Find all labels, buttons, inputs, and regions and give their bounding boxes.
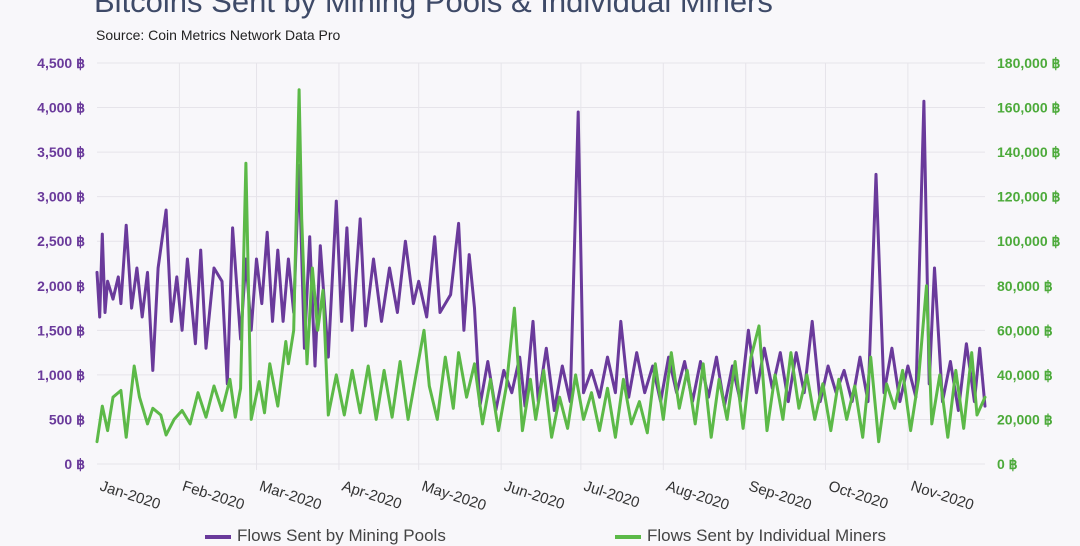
y-left-tick-label: 500 ฿ <box>49 411 85 427</box>
x-tick-label: Nov-2020 <box>909 478 976 514</box>
y-left-tick-label: 0 ฿ <box>64 456 85 472</box>
x-tick-label: Feb-2020 <box>180 478 246 514</box>
y-left-tick-label: 4,000 ฿ <box>37 100 85 116</box>
x-tick-label: Sep-2020 <box>746 478 813 514</box>
y-right-tick-label: 40,000 ฿ <box>997 367 1053 383</box>
chart-title: Bitcoins Sent by Mining Pools & Individu… <box>94 0 773 19</box>
y-right-tick-label: 160,000 ฿ <box>997 100 1060 116</box>
legend-swatch-pools <box>205 534 231 539</box>
y-left-tick-label: 3,500 ฿ <box>37 144 85 160</box>
y-left-tick-label: 4,500 ฿ <box>37 55 85 71</box>
x-tick-label: May-2020 <box>419 478 488 515</box>
legend-swatch-miners <box>615 534 641 539</box>
y-right-tick-label: 60,000 ฿ <box>997 322 1053 338</box>
y-right-tick-label: 20,000 ฿ <box>997 411 1053 427</box>
x-tick-label: Jun-2020 <box>502 478 567 514</box>
chart-subtitle: Source: Coin Metrics Network Data Pro <box>96 27 341 43</box>
y-right-tick-label: 0 ฿ <box>997 456 1018 472</box>
y-left-tick-label: 1,000 ฿ <box>37 367 85 383</box>
series-line-miners <box>95 88 987 444</box>
x-tick-label: Mar-2020 <box>257 478 323 514</box>
legend-label-miners: Flows Sent by Individual Miners <box>647 526 887 545</box>
legend-label-pools: Flows Sent by Mining Pools <box>237 526 446 545</box>
legend-item-pools[interactable]: Flows Sent by Mining Pools <box>205 526 446 546</box>
y-left-tick-label: 2,500 ฿ <box>37 233 85 249</box>
y-left-tick-label: 1,500 ฿ <box>37 322 85 338</box>
y-right-tick-label: 140,000 ฿ <box>997 144 1060 160</box>
legend-item-miners[interactable]: Flows Sent by Individual Miners <box>615 526 886 546</box>
y-right-tick-label: 100,000 ฿ <box>997 233 1060 249</box>
x-tick-label: Oct-2020 <box>826 478 890 513</box>
y-left-tick-label: 3,000 ฿ <box>37 189 85 205</box>
x-tick-label: Jul-2020 <box>582 478 642 512</box>
y-left-tick-label: 2,000 ฿ <box>37 278 85 294</box>
series-line-pools <box>95 99 987 412</box>
y-right-tick-label: 80,000 ฿ <box>997 278 1053 294</box>
y-right-tick-label: 180,000 ฿ <box>997 55 1060 71</box>
x-tick-label: Aug-2020 <box>664 478 731 514</box>
x-tick-label: Apr-2020 <box>340 478 404 513</box>
y-right-tick-label: 120,000 ฿ <box>997 189 1060 205</box>
x-tick-label: Jan-2020 <box>98 478 163 514</box>
